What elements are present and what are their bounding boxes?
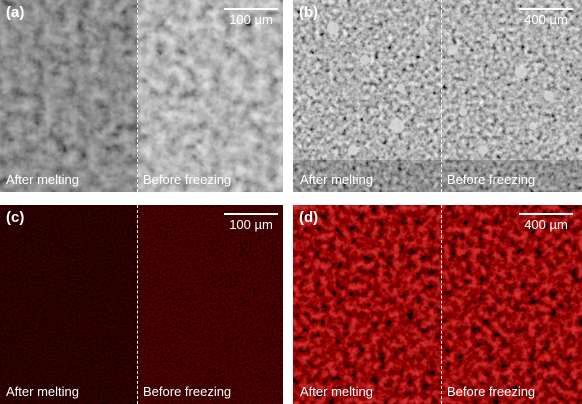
scale-bar-label: 100 µm [229,217,273,232]
region-divider [137,0,138,192]
panel-c: (c) 100 µm After melting Before freezing [0,205,283,404]
scale-bar: 400 µm [519,8,573,27]
scale-bar-label: 100 µm [229,12,273,27]
scale-bar-line [224,8,278,10]
region-divider [137,205,138,404]
scale-bar-line [519,213,573,215]
region-label-left: After melting [300,172,373,187]
region-label-right: Before freezing [143,172,232,187]
scale-bar-line [519,8,573,10]
region-label-left: After melting [6,384,79,399]
region-label-left: After melting [6,172,79,187]
panel-label: (a) [6,4,25,21]
region-divider [441,0,442,192]
region-label-right: Before freezing [447,172,536,187]
scale-bar-label: 400 µm [524,12,568,27]
panel-label: (d) [299,209,319,226]
panel-label: (c) [6,209,25,226]
fluorescence-image-dim [0,205,283,404]
scale-bar: 100 µm [224,213,278,232]
region-label-right: Before freezing [447,384,536,399]
panel-a: (a) 100 µm After melting Before freezing [0,0,283,192]
scale-bar: 100 µm [224,8,278,27]
panel-label: (b) [299,4,319,21]
sem-image-fine [0,0,283,192]
scale-bar: 400 µm [519,213,573,232]
scale-bar-line [224,213,278,215]
region-label-left: After melting [300,384,373,399]
scale-bar-label: 400 µm [524,217,568,232]
panel-d: (d) 400 µm After melting Before freezing [293,205,582,404]
panel-b: (b) 400 µm After melting Before freezing [293,0,582,192]
fluorescence-image-bright [293,205,582,404]
sem-image-coarse [293,0,582,192]
region-divider [441,205,442,404]
region-label-right: Before freezing [143,384,232,399]
